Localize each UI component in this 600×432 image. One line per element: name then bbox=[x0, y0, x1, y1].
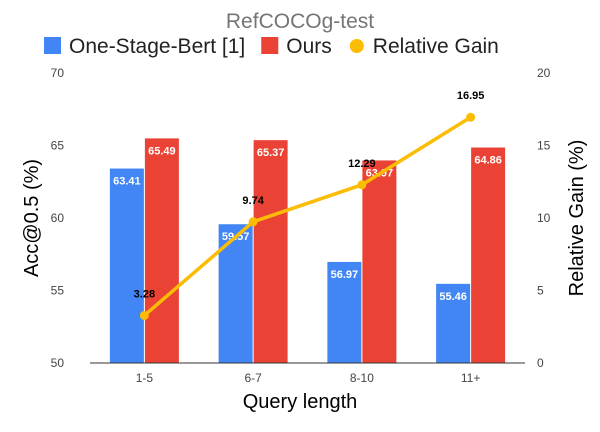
legend-label: One-Stage-Bert [1] bbox=[69, 35, 245, 58]
one-stage-bert-bar bbox=[109, 168, 144, 363]
chart-title: RefCOCOg-test bbox=[226, 10, 374, 33]
relative-gain-point bbox=[139, 310, 149, 320]
y2-tick-label: 20 bbox=[537, 66, 551, 80]
x-tick-label: 6-7 bbox=[244, 371, 262, 385]
legend-label: Ours bbox=[286, 35, 332, 58]
ours-bar bbox=[144, 138, 179, 363]
y-tick-label: 65 bbox=[51, 139, 65, 153]
legend-item: Relative Gain bbox=[349, 35, 499, 58]
y2-tick-label: 10 bbox=[537, 211, 551, 225]
x-tick-label: 1-5 bbox=[136, 371, 154, 385]
one-stage-bert-bar-label: 63.41 bbox=[113, 176, 141, 188]
y2-tick-label: 0 bbox=[537, 356, 544, 370]
one-stage-bert-bar-label: 55.46 bbox=[439, 291, 467, 303]
ours-bar bbox=[471, 147, 506, 363]
x-tick-label: 11+ bbox=[461, 371, 480, 385]
relative-gain-point bbox=[357, 180, 367, 190]
one-stage-bert-bar-label: 56.97 bbox=[331, 269, 359, 281]
y2-tick-label: 5 bbox=[537, 284, 544, 298]
legend-swatch bbox=[44, 37, 61, 54]
relative-gain-point bbox=[466, 112, 476, 122]
relative-gain-line-group: 3.28 9.74 12.29 16.95 bbox=[134, 90, 485, 320]
legend-label: Relative Gain bbox=[373, 35, 499, 58]
ours-bar bbox=[362, 160, 397, 363]
relative-gain-label: 3.28 bbox=[134, 288, 155, 300]
y-tick-label: 50 bbox=[51, 356, 65, 370]
x-axis-label: Query length bbox=[243, 391, 358, 413]
relative-gain-point bbox=[248, 217, 258, 227]
x-axis: 1-5 6-7 8-10 11+ bbox=[90, 362, 525, 385]
y-tick-label: 60 bbox=[51, 211, 65, 225]
y-axis-label: Acc@0.5 (%) bbox=[21, 159, 43, 277]
legend: One-Stage-Bert [1] Ours Relative Gain bbox=[44, 35, 499, 58]
right-axis: 0 5 10 15 20 bbox=[537, 66, 551, 370]
left-axis: 50 55 60 65 70 bbox=[51, 66, 65, 370]
one-stage-bert-bar bbox=[436, 283, 471, 363]
y2-axis-label: Relative Gain (%) bbox=[566, 140, 588, 297]
y-tick-label: 70 bbox=[51, 66, 65, 80]
legend-item: One-Stage-Bert [1] bbox=[44, 35, 245, 58]
legend-item: Ours bbox=[261, 35, 332, 58]
ours-bar-label: 64.86 bbox=[474, 155, 502, 167]
y-tick-label: 55 bbox=[51, 284, 65, 298]
y2-tick-label: 15 bbox=[537, 139, 551, 153]
x-tick-label: 8-10 bbox=[350, 371, 374, 385]
relative-gain-label: 9.74 bbox=[242, 195, 264, 207]
relative-gain-label: 16.95 bbox=[457, 90, 485, 102]
legend-swatch bbox=[261, 37, 279, 54]
ours-bar bbox=[253, 140, 288, 363]
relative-gain-label: 12.29 bbox=[348, 158, 376, 170]
one-stage-bert-bar bbox=[327, 261, 362, 363]
ours-bar-label: 65.37 bbox=[257, 147, 285, 159]
relative-gain-line bbox=[143, 115, 472, 317]
ours-bar-label: 65.49 bbox=[148, 145, 176, 157]
legend-swatch bbox=[349, 39, 364, 53]
